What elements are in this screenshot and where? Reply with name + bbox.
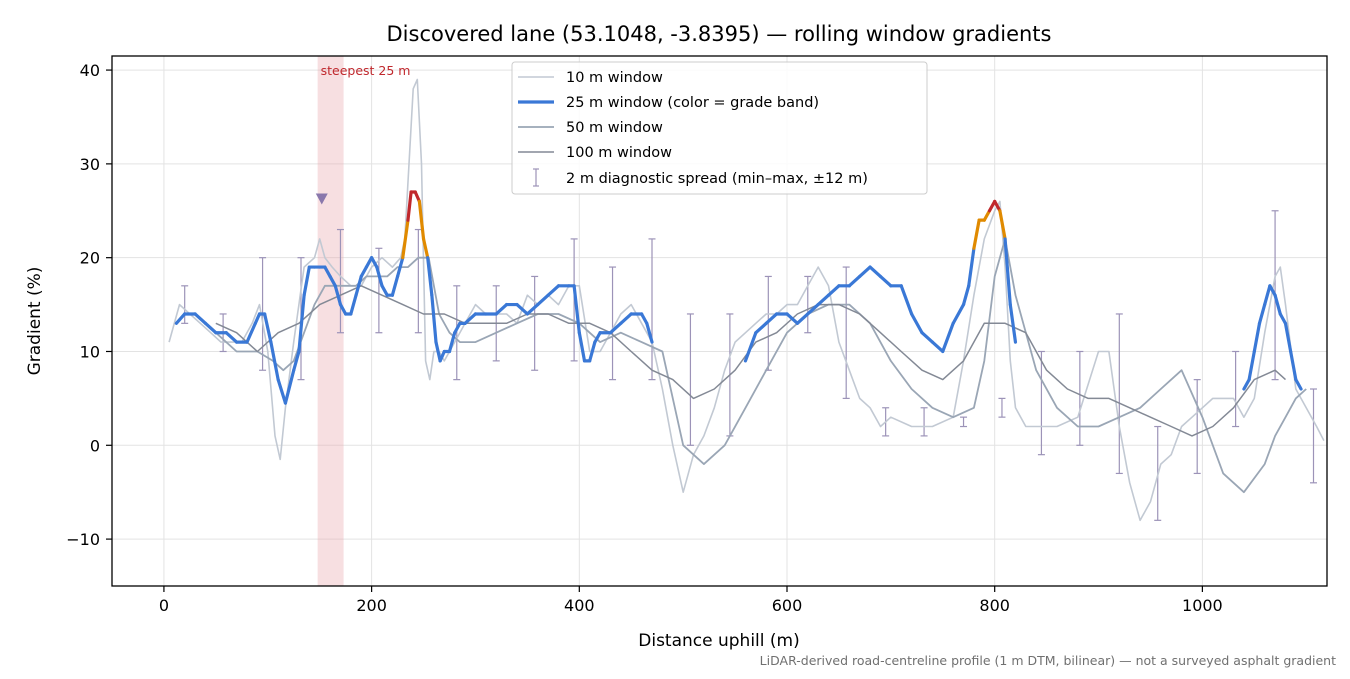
y-axis-label: Gradient (%) [25,267,45,376]
legend-label-25m: 25 m window (color = grade band) [566,95,819,111]
x-tick-label: 200 [356,596,387,615]
legend-label-spread: 2 m diagnostic spread (min–max, ±12 m) [566,171,868,187]
steepest-band [318,56,344,586]
chart-title: Discovered lane (53.1048, -3.8395) — rol… [387,22,1052,46]
y-tick-label: 40 [80,61,100,80]
y-tick-label: 10 [80,342,100,361]
legend-label-50m: 50 m window [566,120,663,136]
y-tick-label: 20 [80,249,100,268]
x-tick-label: 400 [564,596,595,615]
x-tick-label: 800 [979,596,1010,615]
legend: 10 m window 25 m window (color = grade b… [512,62,927,194]
x-tick-label: 1000 [1182,596,1223,615]
y-tick-label: −10 [66,530,100,549]
x-axis-label: Distance uphill (m) [638,631,799,651]
footnote: LiDAR-derived road-centreline profile (1… [760,653,1336,668]
x-tick-label: 600 [772,596,803,615]
y-tick-label: 30 [80,155,100,174]
y-tick-label: 0 [90,436,100,455]
legend-label-100m: 100 m window [566,145,672,161]
steepest-highlight [318,56,344,586]
legend-label-10m: 10 m window [566,70,663,86]
steepest-annotation: steepest 25 m [321,63,411,78]
x-tick-label: 0 [159,596,169,615]
